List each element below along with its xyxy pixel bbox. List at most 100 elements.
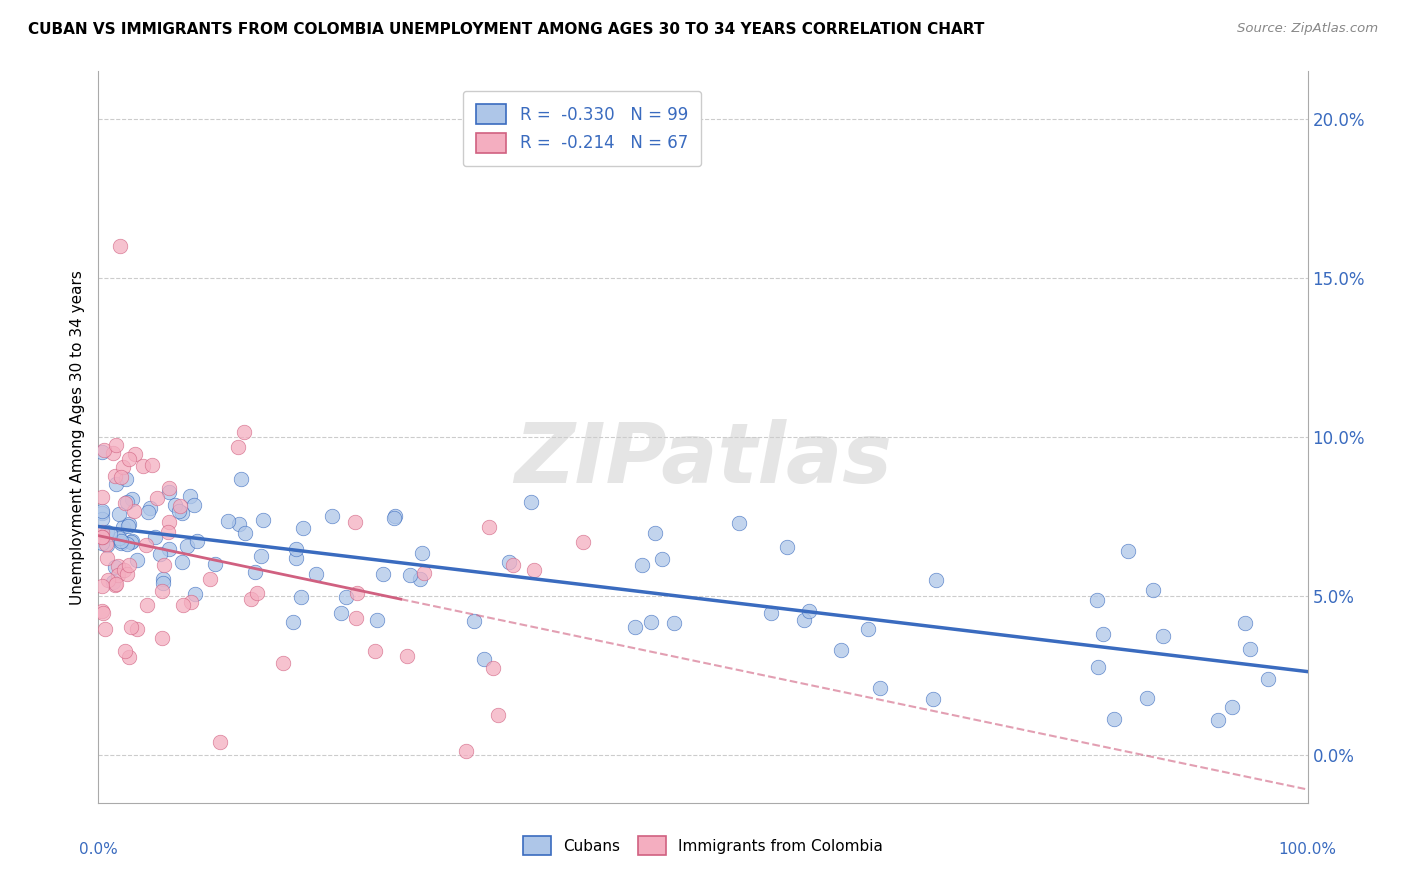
Point xyxy=(136,599,159,613)
Point xyxy=(91,579,114,593)
Point xyxy=(624,620,647,634)
Point xyxy=(91,506,114,520)
Point xyxy=(246,585,269,599)
Point xyxy=(152,572,174,586)
Point xyxy=(233,526,256,541)
Point xyxy=(104,476,127,491)
Point xyxy=(143,530,166,544)
Point xyxy=(146,491,169,506)
Point xyxy=(183,498,205,512)
Point xyxy=(110,470,132,484)
Point xyxy=(1257,673,1279,687)
Point xyxy=(411,546,433,560)
Point xyxy=(305,566,328,581)
Point xyxy=(120,534,142,549)
Point xyxy=(395,648,418,663)
Point xyxy=(91,536,114,550)
Point xyxy=(399,568,422,582)
Point xyxy=(110,534,132,549)
Point xyxy=(482,661,505,675)
Point xyxy=(124,447,146,461)
Point xyxy=(292,521,315,535)
Point xyxy=(127,623,149,637)
Point xyxy=(830,642,852,657)
Point xyxy=(271,656,294,670)
Point xyxy=(125,553,148,567)
Point xyxy=(456,744,478,758)
Point xyxy=(120,620,142,634)
Point xyxy=(150,584,173,599)
Point xyxy=(103,445,125,459)
Point xyxy=(226,441,249,455)
Point xyxy=(91,530,114,544)
Point xyxy=(335,590,357,604)
Text: 0.0%: 0.0% xyxy=(79,842,118,856)
Y-axis label: Unemployment Among Ages 30 to 34 years: Unemployment Among Ages 30 to 34 years xyxy=(69,269,84,605)
Point xyxy=(91,607,114,621)
Point xyxy=(91,444,114,458)
Point xyxy=(727,516,749,531)
Point xyxy=(204,557,226,571)
Point xyxy=(186,534,208,549)
Point xyxy=(97,574,120,588)
Point xyxy=(180,595,202,609)
Point xyxy=(96,538,118,552)
Point xyxy=(281,615,304,629)
Point xyxy=(793,613,815,627)
Point xyxy=(114,496,136,510)
Text: CUBAN VS IMMIGRANTS FROM COLOMBIA UNEMPLOYMENT AMONG AGES 30 TO 34 YEARS CORRELA: CUBAN VS IMMIGRANTS FROM COLOMBIA UNEMPL… xyxy=(28,22,984,37)
Point xyxy=(117,519,139,533)
Point xyxy=(651,552,673,566)
Point xyxy=(198,572,221,586)
Point xyxy=(111,519,134,533)
Point xyxy=(94,622,117,636)
Point xyxy=(104,577,127,591)
Point xyxy=(110,536,132,550)
Point xyxy=(285,541,308,556)
Point xyxy=(640,615,662,629)
Point xyxy=(135,538,157,552)
Point xyxy=(384,508,406,523)
Point xyxy=(169,499,191,513)
Point xyxy=(343,515,366,529)
Point xyxy=(572,535,595,549)
Point xyxy=(91,490,114,504)
Point xyxy=(1091,627,1114,641)
Point xyxy=(290,590,312,604)
Point xyxy=(1234,615,1257,630)
Point xyxy=(107,567,129,582)
Point xyxy=(1239,642,1261,657)
Point xyxy=(122,503,145,517)
Point xyxy=(121,491,143,506)
Point xyxy=(502,558,524,572)
Point xyxy=(157,542,180,557)
Point xyxy=(157,524,180,539)
Point xyxy=(105,437,128,451)
Point xyxy=(112,460,135,475)
Point xyxy=(463,615,485,629)
Text: 100.0%: 100.0% xyxy=(1278,842,1337,856)
Point xyxy=(1087,659,1109,673)
Point xyxy=(132,458,155,473)
Point xyxy=(108,239,131,253)
Point xyxy=(382,511,405,525)
Point xyxy=(921,692,943,706)
Point xyxy=(208,735,231,749)
Point xyxy=(478,520,501,534)
Point xyxy=(366,613,388,627)
Point xyxy=(149,547,172,561)
Point xyxy=(869,681,891,695)
Point xyxy=(472,652,495,666)
Point xyxy=(662,615,685,630)
Point xyxy=(157,481,180,495)
Point xyxy=(163,498,186,512)
Point xyxy=(107,507,129,521)
Point xyxy=(1136,690,1159,705)
Point xyxy=(1085,592,1108,607)
Point xyxy=(150,632,173,646)
Point xyxy=(139,501,162,516)
Point xyxy=(344,611,367,625)
Point xyxy=(229,472,252,486)
Point xyxy=(1104,712,1126,726)
Point xyxy=(157,515,180,529)
